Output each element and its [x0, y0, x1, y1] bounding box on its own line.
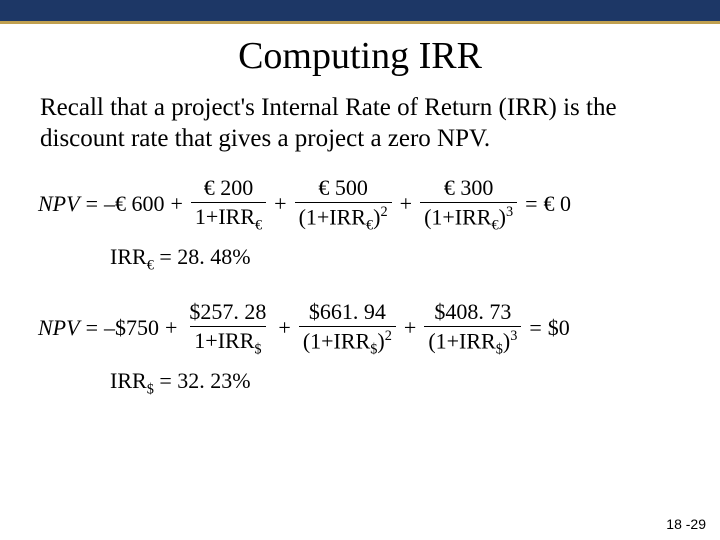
rhs-zero-euro: € 0 [544, 191, 572, 217]
term2-denominator: (1+IRR€)2 [295, 202, 392, 235]
term1-fraction: $257. 28 1+IRR$ [185, 299, 270, 358]
equals-sign: = [86, 191, 98, 217]
npv-equation-euro: NPV = –€ 600 + € 200 1+IRR€ + € 500 (1+I… [0, 175, 720, 235]
slide-top-bar [0, 0, 720, 24]
body-paragraph: Recall that a project's Internal Rate of… [0, 92, 720, 155]
term3-fraction: € 300 (1+IRR€)3 [420, 175, 517, 235]
term2-fraction: $661. 94 (1+IRR$)2 [299, 299, 396, 359]
term2-denominator: (1+IRR$)2 [299, 326, 396, 359]
slide-title: Computing IRR [0, 34, 720, 78]
term2-fraction: € 500 (1+IRR€)2 [295, 175, 392, 235]
plus-sign: + [404, 315, 416, 341]
equals-sign: = [525, 191, 537, 217]
npv-label: NPV [38, 315, 80, 341]
term3-fraction: $408. 73 (1+IRR$)3 [424, 299, 521, 359]
plus-sign: + [400, 191, 412, 217]
term1-denominator: 1+IRR€ [191, 202, 266, 234]
term3-numerator: $408. 73 [430, 299, 515, 326]
plus-sign: + [165, 315, 177, 341]
equals-sign: = [86, 315, 98, 341]
term3-denominator: (1+IRR$)3 [424, 326, 521, 359]
plus-sign: + [278, 315, 290, 341]
term1-numerator: € 200 [200, 175, 258, 202]
term3-denominator: (1+IRR€)3 [420, 202, 517, 235]
plus-sign: + [170, 191, 182, 217]
npv-equation-dollar: NPV = –$750 + $257. 28 1+IRR$ + $661. 94… [0, 299, 720, 359]
initial-investment-dollar: –$750 [104, 315, 159, 341]
equals-sign: = [529, 315, 541, 341]
term1-fraction: € 200 1+IRR€ [191, 175, 266, 234]
initial-investment-euro: –€ 600 [104, 191, 165, 217]
plus-sign: + [274, 191, 286, 217]
term1-denominator: 1+IRR$ [190, 326, 265, 358]
npv-label: NPV [38, 191, 80, 217]
irr-euro-result: IRR€ = 28. 48% [0, 244, 720, 274]
term2-numerator: $661. 94 [305, 299, 390, 326]
rhs-zero-dollar: $0 [548, 315, 570, 341]
term2-numerator: € 500 [314, 175, 372, 202]
page-number: 18 -29 [666, 516, 706, 532]
term3-numerator: € 300 [440, 175, 498, 202]
term1-numerator: $257. 28 [185, 299, 270, 326]
irr-dollar-result: IRR$ = 32. 23% [0, 368, 720, 398]
